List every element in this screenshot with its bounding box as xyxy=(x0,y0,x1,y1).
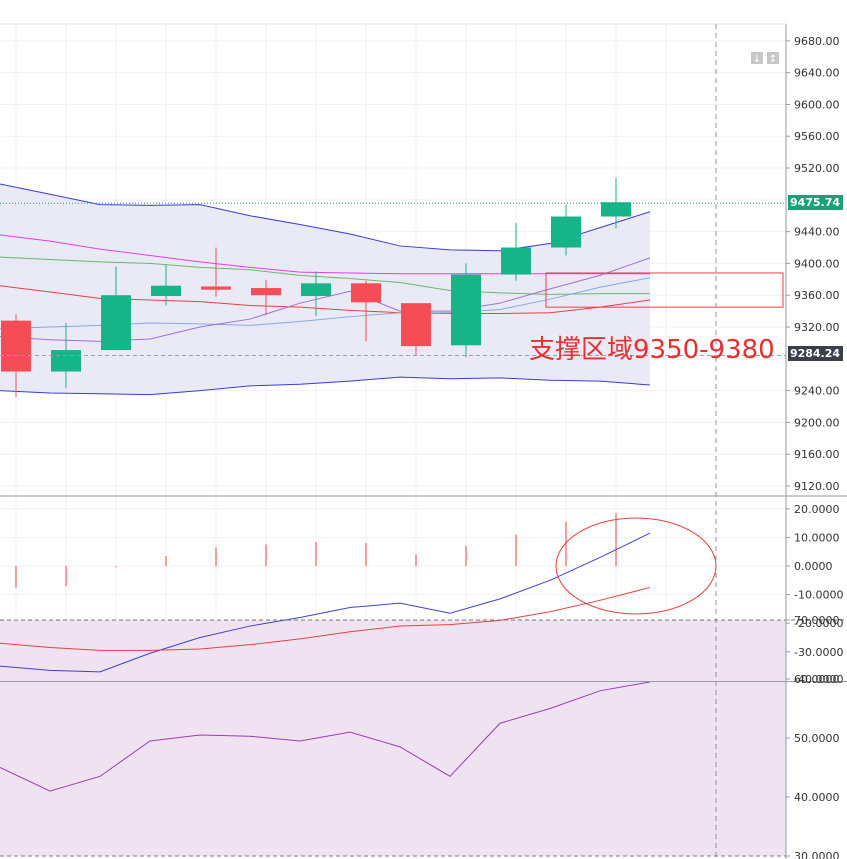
support-zone-box xyxy=(545,272,784,308)
macd-tick-label: 20.0000 xyxy=(794,503,840,516)
price-tick-label: 9160.00 xyxy=(794,448,840,461)
price-tick-label: 9680.00 xyxy=(794,35,840,48)
price-tick-label: 9240.00 xyxy=(794,385,840,398)
macd-panel xyxy=(0,513,651,673)
current-price-tag: 9475.74 xyxy=(788,195,843,210)
macd-tick-label: -10.0000 xyxy=(794,589,843,602)
candle-body xyxy=(451,274,481,346)
scale-buttons[interactable]: ↓ ↕ xyxy=(751,52,779,65)
support-zone-annotation: 支撑区域9350-9380 xyxy=(529,335,775,365)
svg-text:9284.24: 9284.24 xyxy=(790,347,840,360)
price-tick-label: 9320.00 xyxy=(794,321,840,334)
macd-tick-label: 0.0000 xyxy=(794,560,833,573)
candle-body xyxy=(201,286,231,290)
svg-text:9475.74: 9475.74 xyxy=(790,196,840,209)
rsi-tick-label: 40.0000 xyxy=(794,791,840,804)
rsi-band xyxy=(0,620,786,856)
rsi-tick-label: 70.0000 xyxy=(794,614,840,627)
price-tick-label: 9360.00 xyxy=(794,289,840,302)
price-tick-label: 9440.00 xyxy=(794,226,840,239)
rsi-tick-label: 50.0000 xyxy=(794,732,840,745)
macd-line xyxy=(0,586,651,651)
indicator-line xyxy=(0,183,651,252)
price-tick-label: 9200.00 xyxy=(794,416,840,429)
arrow-up-icon: ↕ xyxy=(769,54,777,65)
rsi-tick-label: 60.0000 xyxy=(794,673,840,686)
candle-body xyxy=(1,320,31,372)
candle-body xyxy=(401,303,431,347)
candle-body xyxy=(601,202,631,217)
rsi-tick-label: 30.0000 xyxy=(794,850,840,859)
candle-body xyxy=(151,285,181,297)
candle-body xyxy=(101,295,131,351)
macd-tick-label: -30.0000 xyxy=(794,646,843,659)
rsi-line xyxy=(0,682,651,792)
price-tick-label: 9400.00 xyxy=(794,257,840,270)
arrow-down-icon: ↓ xyxy=(753,54,761,65)
axes: 9120.00 9160.00 9200.00 9240.00 9320.00 9360.… xyxy=(785,24,843,859)
indicator-line xyxy=(0,256,650,295)
candles xyxy=(1,177,631,397)
price-tick-label: 9600.00 xyxy=(794,98,840,111)
macd-tick-label: -40.0000 xyxy=(794,673,843,686)
macd-line xyxy=(0,532,651,673)
candle-body xyxy=(501,247,531,275)
indicator-line xyxy=(0,376,651,396)
overlays xyxy=(0,23,847,859)
price-tick-label: 9640.00 xyxy=(794,67,840,80)
scale-down-button[interactable] xyxy=(751,52,763,64)
macd-tick-label: -20.0000 xyxy=(794,617,843,630)
candle-body xyxy=(251,288,281,296)
price-tick-label: 9560.00 xyxy=(794,130,840,143)
rsi-band xyxy=(0,620,786,856)
candle-body xyxy=(351,283,381,303)
indicator-line xyxy=(0,234,650,275)
macd-tick-label: 10.0000 xyxy=(794,531,840,544)
candle-body xyxy=(551,216,581,248)
rsi-panel xyxy=(0,682,651,792)
candle-body xyxy=(51,350,81,372)
price-tick-label: 9120.00 xyxy=(794,480,840,493)
candle-body xyxy=(301,283,331,297)
price-tick-label: 9520.00 xyxy=(794,162,840,175)
macd-highlight-ellipse xyxy=(555,517,717,615)
marker-price-tag: 9284.24 xyxy=(788,346,843,361)
scale-up-button[interactable] xyxy=(767,52,779,64)
